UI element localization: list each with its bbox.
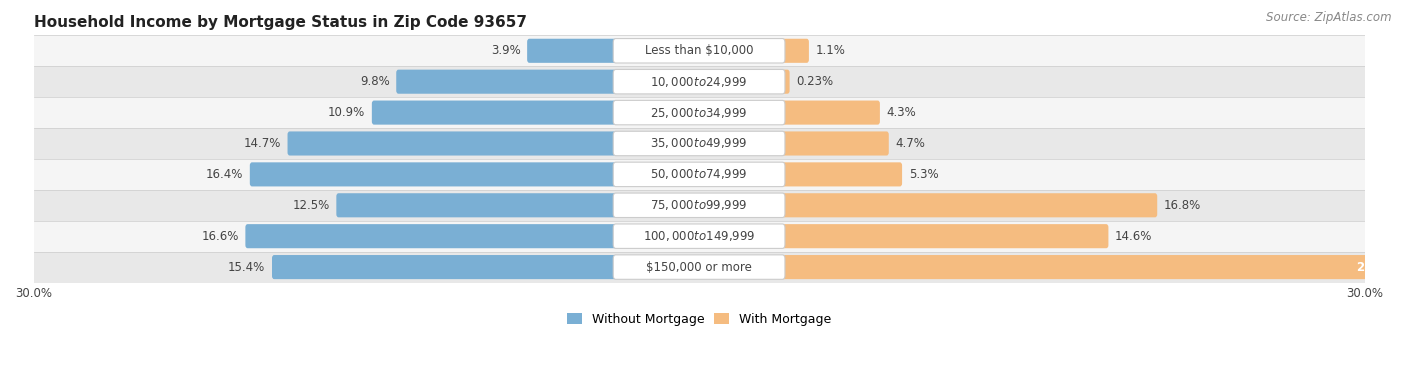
FancyBboxPatch shape <box>613 131 785 156</box>
FancyBboxPatch shape <box>780 70 790 94</box>
Bar <box>34 159 1365 190</box>
Text: $100,000 to $149,999: $100,000 to $149,999 <box>643 229 755 243</box>
Text: 14.7%: 14.7% <box>243 137 281 150</box>
FancyBboxPatch shape <box>780 224 1108 248</box>
Text: 9.8%: 9.8% <box>360 75 389 88</box>
Text: $35,000 to $49,999: $35,000 to $49,999 <box>651 136 748 150</box>
FancyBboxPatch shape <box>527 39 619 63</box>
Bar <box>34 190 1365 221</box>
Text: 14.6%: 14.6% <box>1115 230 1153 243</box>
FancyBboxPatch shape <box>613 224 785 248</box>
Text: 15.4%: 15.4% <box>228 260 266 274</box>
Text: 10.9%: 10.9% <box>328 106 366 119</box>
FancyBboxPatch shape <box>613 193 785 217</box>
Text: 1.1%: 1.1% <box>815 44 845 57</box>
Text: 16.8%: 16.8% <box>1164 199 1201 212</box>
Text: $75,000 to $99,999: $75,000 to $99,999 <box>651 198 748 212</box>
FancyBboxPatch shape <box>780 132 889 155</box>
FancyBboxPatch shape <box>780 39 808 63</box>
FancyBboxPatch shape <box>396 70 619 94</box>
FancyBboxPatch shape <box>613 162 785 187</box>
FancyBboxPatch shape <box>780 162 903 186</box>
Text: Household Income by Mortgage Status in Zip Code 93657: Household Income by Mortgage Status in Z… <box>34 15 526 30</box>
Text: 3.9%: 3.9% <box>491 44 520 57</box>
Text: 4.3%: 4.3% <box>887 106 917 119</box>
Bar <box>34 97 1365 128</box>
Text: 5.3%: 5.3% <box>908 168 938 181</box>
FancyBboxPatch shape <box>780 193 1157 217</box>
Text: Less than $10,000: Less than $10,000 <box>645 44 754 57</box>
FancyBboxPatch shape <box>780 101 880 125</box>
Text: $25,000 to $34,999: $25,000 to $34,999 <box>651 105 748 119</box>
FancyBboxPatch shape <box>780 255 1406 279</box>
Text: 12.5%: 12.5% <box>292 199 329 212</box>
FancyBboxPatch shape <box>371 101 619 125</box>
Bar <box>34 252 1365 282</box>
Text: 28.1%: 28.1% <box>1355 260 1396 274</box>
Legend: Without Mortgage, With Mortgage: Without Mortgage, With Mortgage <box>561 308 837 331</box>
Bar <box>34 66 1365 97</box>
FancyBboxPatch shape <box>613 39 785 63</box>
Text: $10,000 to $24,999: $10,000 to $24,999 <box>651 75 748 89</box>
FancyBboxPatch shape <box>246 224 619 248</box>
Text: 4.7%: 4.7% <box>896 137 925 150</box>
Text: $150,000 or more: $150,000 or more <box>647 260 752 274</box>
Text: 16.6%: 16.6% <box>201 230 239 243</box>
FancyBboxPatch shape <box>336 193 619 217</box>
FancyBboxPatch shape <box>271 255 619 279</box>
Text: Source: ZipAtlas.com: Source: ZipAtlas.com <box>1267 11 1392 24</box>
Text: $50,000 to $74,999: $50,000 to $74,999 <box>651 167 748 181</box>
Bar <box>34 128 1365 159</box>
FancyBboxPatch shape <box>613 70 785 94</box>
FancyBboxPatch shape <box>613 101 785 125</box>
Text: 16.4%: 16.4% <box>205 168 243 181</box>
FancyBboxPatch shape <box>613 255 785 279</box>
Text: 0.23%: 0.23% <box>796 75 834 88</box>
Bar <box>34 221 1365 252</box>
FancyBboxPatch shape <box>288 132 619 155</box>
FancyBboxPatch shape <box>250 162 619 186</box>
Bar <box>34 35 1365 66</box>
